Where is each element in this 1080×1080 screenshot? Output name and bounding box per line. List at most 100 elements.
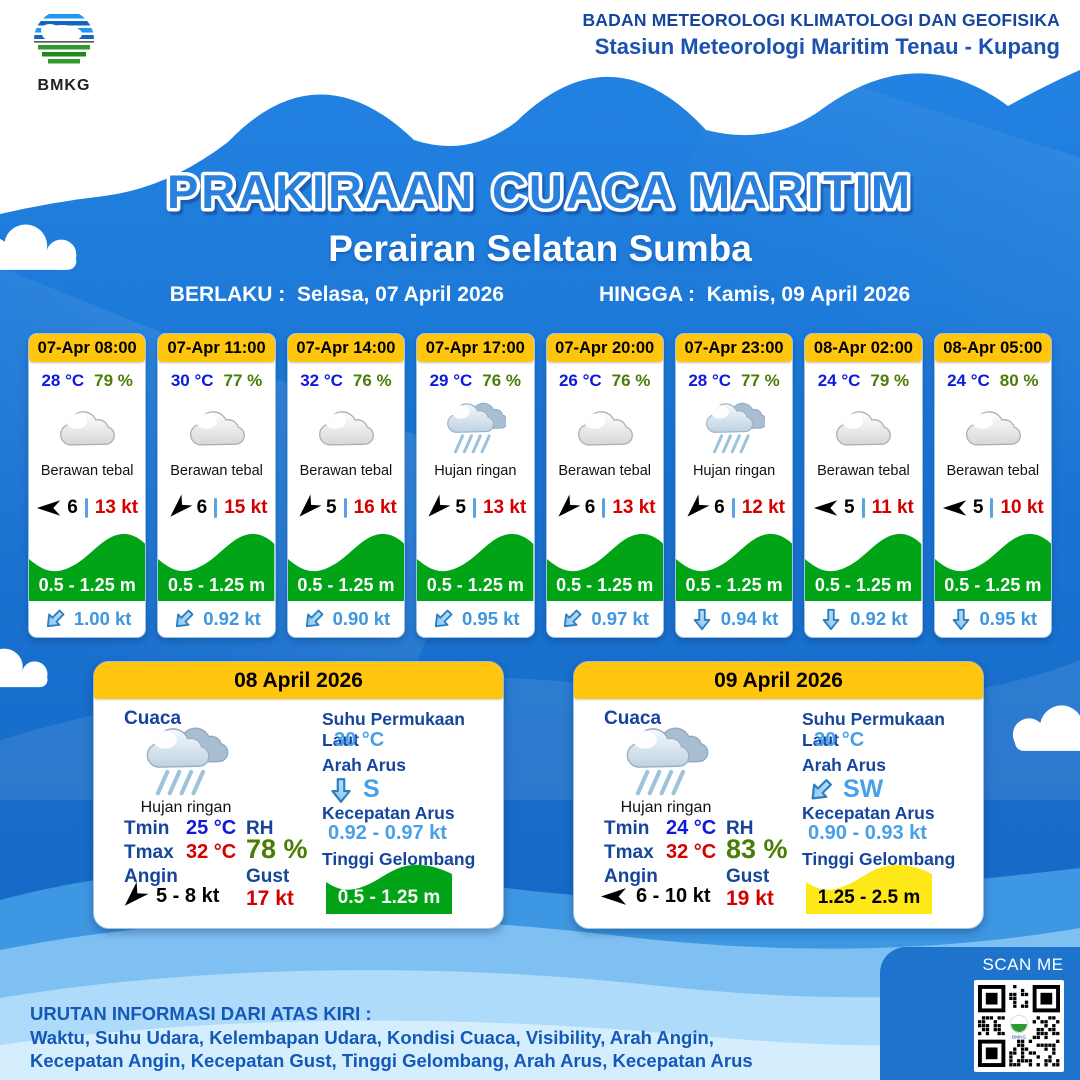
valid-from-value: Selasa, 07 April 2026 (296, 283, 504, 306)
kecepatan-arus-label: Kecepatan Arus (322, 803, 455, 823)
tmax-value: 32 °C (186, 841, 237, 863)
wind-row: 5 10 kt (935, 497, 1051, 527)
separator-bar (472, 498, 476, 518)
wave-height: 0.5 - 1.25 m (556, 575, 654, 595)
bmkg-logo-icon (34, 10, 94, 70)
cloudy-icon (189, 411, 245, 446)
wave-height-badge: 1.25 - 2.5 m (806, 862, 932, 914)
gust-value: 19 kt (726, 887, 774, 910)
tmax-value: 32 °C (666, 841, 717, 863)
forecast-time: 07-Apr 14:00 (287, 334, 405, 362)
wind-direction-icon (687, 494, 710, 517)
green-wave-shape (675, 533, 793, 601)
tmin-label: Tmin (604, 818, 650, 839)
current-row: 0.92 kt (158, 601, 275, 637)
wind-direction-icon (299, 494, 322, 517)
tinggi-gelombang-label: Tinggi Gelombang (322, 849, 476, 869)
relative-humidity: 79 % (94, 371, 133, 390)
valid-to-value: Kamis, 09 April 2026 (706, 283, 911, 306)
weather-condition: Berawan tebal (946, 463, 1040, 479)
weather-condition: Hujan ringan (434, 463, 517, 479)
separator-bar (214, 498, 218, 518)
wind-row: 5 16 kt (288, 494, 404, 527)
air-temperature: 29 °C (429, 371, 473, 390)
gust-value: 17 kt (246, 887, 294, 910)
wind-speed: 6 (714, 497, 725, 518)
current-row: 0.94 kt (675, 601, 793, 637)
valid-from-label: BERLAKU : (169, 283, 286, 306)
wave-height: 0.5 - 1.25 m (944, 575, 1042, 595)
current-direction-icon (305, 609, 324, 628)
gust-speed: 13 kt (612, 497, 656, 518)
gust-speed: 16 kt (353, 497, 397, 518)
station-name: Stasiun Meteorologi Maritim Tenau - Kupa… (594, 34, 1060, 59)
cloudy-icon (965, 411, 1021, 446)
forecast-time: 07-Apr 20:00 (546, 334, 663, 362)
wave-badge-shape (806, 864, 932, 914)
current-speed: 0.92 kt (203, 608, 261, 629)
green-wave-shape (417, 533, 534, 601)
sst-value: 30 °C (334, 729, 385, 751)
air-temperature: 28 °C (688, 371, 732, 390)
current-direction-icon (46, 609, 65, 628)
weather-condition: Hujan ringan (140, 799, 232, 816)
qr-code-graphic: BMKG (978, 985, 1060, 1067)
wave-height: 0.5 - 1.25 m (38, 575, 136, 595)
current-speed: 0.90 - 0.93 kt (808, 822, 927, 844)
wind-speed: 5 (972, 497, 984, 518)
wind-row: 6 13 kt (29, 497, 145, 527)
wind-direction-icon (558, 494, 581, 517)
org-name: BADAN METEOROLOGI KLIMATOLOGI DAN GEOFIS… (582, 10, 1060, 30)
current-speed: 0.95 kt (979, 608, 1038, 629)
wind-speed: 5 (844, 497, 855, 518)
forecast-card: 07-Apr 08:00 28 °C 79 % Beraw (28, 333, 147, 638)
daily-date: 08 April 2026 (94, 662, 503, 699)
weather-icon (805, 395, 921, 459)
weather-icon (288, 395, 404, 459)
separator-bar (84, 498, 88, 518)
relative-humidity: 79 % (870, 371, 910, 390)
tmax-label: Tmax (604, 842, 654, 863)
wind-direction-icon (124, 881, 149, 906)
air-temperature: 30 °C (170, 371, 214, 390)
forecast-time: 07-Apr 17:00 (417, 334, 534, 362)
wind-range: 6 - 10 kt (636, 885, 711, 907)
forecast-card: 07-Apr 23:00 28 °C 77 % Hujan (674, 333, 794, 638)
current-speed: 0.92 kt (850, 608, 908, 629)
sst-value: 30 °C (814, 729, 865, 751)
qr-code: BMKG (974, 980, 1064, 1072)
rh-label: RH (246, 818, 274, 839)
wind-speed: 6 (67, 497, 78, 518)
forecast-card: 07-Apr 14:00 32 °C 76 % Beraw (286, 333, 406, 638)
tmin-value: 24 °C (666, 817, 717, 839)
wind-speed: 6 (196, 497, 208, 518)
forecast-time: 08-Apr 02:00 (805, 334, 922, 362)
kecepatan-arus-label: Kecepatan Arus (802, 803, 935, 823)
wave-badge-shape (326, 864, 452, 914)
cloud-decoration (1012, 705, 1080, 751)
separator-bar (602, 498, 606, 518)
wind-speed: 5 (455, 497, 466, 518)
cloudy-icon (577, 411, 633, 446)
sst-label: Suhu Permukaan Laut (802, 709, 945, 750)
daily-card: 09 April 2026 Cuaca Hujan ringan Tmin 24… (573, 661, 984, 929)
current-direction-icon (331, 777, 351, 803)
weather-condition: Berawan tebal (558, 463, 652, 479)
wind-row: 5 - 8 kt (120, 881, 219, 908)
temp-humidity-row: 24 °C 80 % (935, 362, 1051, 391)
forecast-card: 08-Apr 05:00 24 °C 80 % Beraw (933, 333, 1052, 638)
current-row: 0.92 kt (805, 601, 922, 637)
current-direction-icon (693, 608, 711, 631)
qr-panel: SCAN ME BMKG (880, 947, 1080, 1080)
relative-humidity: 80 % (999, 371, 1039, 390)
wave-height: 0.5 - 1.25 m (168, 575, 266, 595)
forecast-time: 07-Apr 23:00 (675, 334, 793, 362)
tinggi-gelombang-label: Tinggi Gelombang (802, 849, 956, 869)
forecast-card: 07-Apr 17:00 29 °C 76 % Hujan (416, 333, 535, 638)
valid-to-label: HINGGA : (598, 283, 696, 306)
weather-condition: Berawan tebal (817, 463, 910, 479)
valid-from: BERLAKU : Selasa, 07 April 2026 (170, 283, 504, 307)
weather-icon (935, 395, 1051, 459)
green-wave-shape (546, 533, 663, 601)
bmkg-logo: BMKG (22, 8, 106, 95)
